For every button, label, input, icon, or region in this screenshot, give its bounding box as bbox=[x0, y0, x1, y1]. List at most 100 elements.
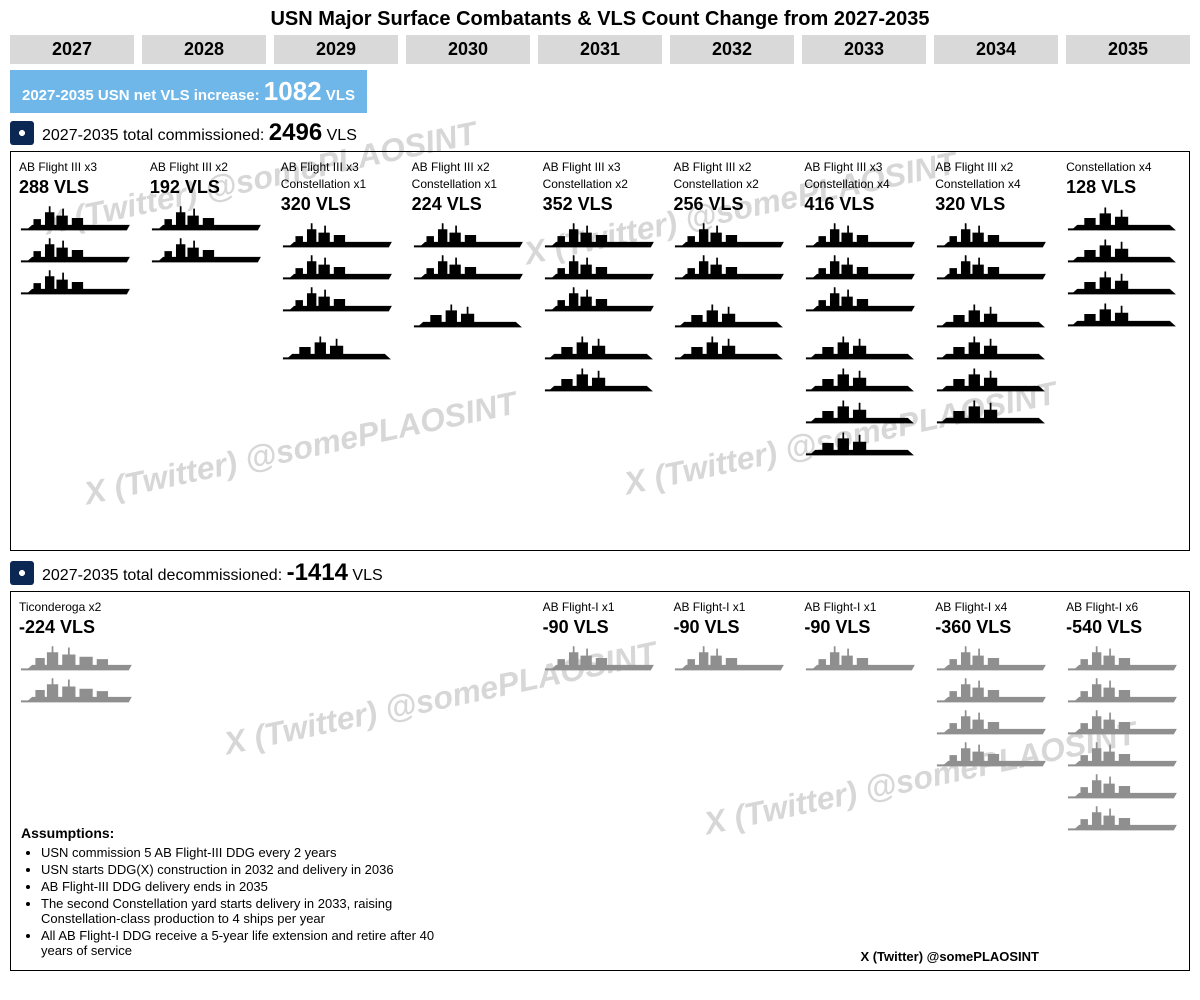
vls-count: -90 VLS bbox=[543, 617, 662, 638]
vls-count: -224 VLS bbox=[19, 617, 138, 638]
decommissioned-column: AB Flight-I x6 -540 VLS bbox=[1058, 592, 1189, 970]
usn-logo-icon bbox=[10, 561, 34, 585]
frigate-icon bbox=[673, 333, 788, 363]
credit-line: X (Twitter) @somePLAOSINT bbox=[860, 949, 1039, 964]
commissioned-column: AB Flight III x2192 VLS bbox=[142, 152, 273, 550]
page-title: USN Major Surface Combatants & VLS Count… bbox=[0, 0, 1200, 35]
destroyer-icon bbox=[804, 285, 919, 315]
assumptions-block: Assumptions: USN commission 5 AB Flight-… bbox=[21, 825, 451, 960]
commissioned-column: AB Flight III x3288 VLS bbox=[11, 152, 142, 550]
destroyer-icon bbox=[150, 204, 265, 234]
decommissioned-column: AB Flight-I x1 -90 VLS bbox=[665, 592, 796, 970]
assumption-item: USN starts DDG(X) construction in 2032 a… bbox=[41, 862, 451, 877]
destroyer-icon bbox=[543, 221, 658, 251]
assumption-item: AB Flight-III DDG delivery ends in 2035 bbox=[41, 879, 451, 894]
destroyer-icon bbox=[804, 253, 919, 283]
usn-logo-icon bbox=[10, 121, 34, 145]
year-cell: 2033 bbox=[802, 35, 926, 64]
year-cell: 2028 bbox=[142, 35, 266, 64]
commissioned-column: AB Flight III x2Constellation x1224 VLS bbox=[404, 152, 535, 550]
ship-class-label: AB Flight III x2 bbox=[673, 160, 792, 175]
destroyer-icon bbox=[673, 253, 788, 283]
decomm-value: -1414 bbox=[287, 559, 348, 586]
destroyer-icon bbox=[804, 644, 919, 674]
vls-count: -90 VLS bbox=[804, 617, 923, 638]
destroyer-icon bbox=[804, 221, 919, 251]
ship-class-label: AB Flight III x3 bbox=[804, 160, 923, 175]
destroyer-icon bbox=[1066, 772, 1181, 802]
frigate-icon bbox=[543, 333, 658, 363]
decommissioned-header: 2027-2035 total decommissioned: -1414 VL… bbox=[10, 559, 1190, 587]
destroyer-icon bbox=[19, 236, 134, 266]
commissioned-column: Constellation x4128 VLS bbox=[1058, 152, 1189, 550]
destroyer-icon bbox=[543, 644, 658, 674]
ship-class-label: AB Flight III x2 bbox=[412, 160, 531, 175]
vls-count: 256 VLS bbox=[673, 194, 792, 215]
frigate-icon bbox=[412, 301, 527, 331]
vls-count: -90 VLS bbox=[673, 617, 792, 638]
comm-suffix: VLS bbox=[322, 127, 357, 144]
assumptions-header: Assumptions: bbox=[21, 825, 451, 841]
commissioned-column: AB Flight III x3Constellation x2352 VLS bbox=[535, 152, 666, 550]
vls-count: 320 VLS bbox=[935, 194, 1054, 215]
frigate-icon bbox=[935, 301, 1050, 331]
vls-count: 288 VLS bbox=[19, 177, 138, 198]
decomm-prefix: 2027-2035 total decommissioned: bbox=[42, 567, 287, 584]
vls-count: 224 VLS bbox=[412, 194, 531, 215]
net-prefix: 2027-2035 USN net VLS increase: bbox=[22, 87, 264, 104]
ship-class-label: AB Flight-I x1 bbox=[673, 600, 792, 615]
year-cell: 2035 bbox=[1066, 35, 1190, 64]
destroyer-icon bbox=[1066, 644, 1181, 674]
destroyer-icon bbox=[281, 253, 396, 283]
destroyer-icon bbox=[935, 253, 1050, 283]
frigate-icon bbox=[935, 397, 1050, 427]
year-strip: 202720282029203020312032203320342035 bbox=[0, 35, 1200, 64]
ship-class-label: Constellation x4 bbox=[935, 177, 1054, 192]
commissioned-column: AB Flight III x3Constellation x4416 VLS bbox=[796, 152, 927, 550]
destroyer-icon bbox=[935, 644, 1050, 674]
assumption-item: USN commission 5 AB Flight-III DDG every… bbox=[41, 845, 451, 860]
destroyer-icon bbox=[19, 268, 134, 298]
frigate-icon bbox=[804, 397, 919, 427]
year-cell: 2027 bbox=[10, 35, 134, 64]
vls-count: 192 VLS bbox=[150, 177, 269, 198]
year-cell: 2031 bbox=[538, 35, 662, 64]
vls-count: 320 VLS bbox=[281, 194, 400, 215]
destroyer-icon bbox=[412, 221, 527, 251]
destroyer-icon bbox=[673, 221, 788, 251]
destroyer-icon bbox=[412, 253, 527, 283]
commissioned-column: AB Flight III x2Constellation x4320 VLS bbox=[927, 152, 1058, 550]
decommissioned-column: AB Flight-I x4-360 VLS bbox=[927, 592, 1058, 970]
frigate-icon bbox=[804, 333, 919, 363]
destroyer-icon bbox=[1066, 708, 1181, 738]
comm-value: 2496 bbox=[269, 119, 322, 146]
year-cell: 2030 bbox=[406, 35, 530, 64]
decommissioned-column: AB Flight-I x1 -90 VLS bbox=[535, 592, 666, 970]
net-increase-banner: 2027-2035 USN net VLS increase: 1082 VLS bbox=[10, 70, 367, 113]
destroyer-icon bbox=[19, 204, 134, 234]
vls-count: -540 VLS bbox=[1066, 617, 1185, 638]
frigate-icon bbox=[1066, 300, 1181, 330]
frigate-icon bbox=[804, 429, 919, 459]
frigate-icon bbox=[1066, 236, 1181, 266]
commissioned-column: AB Flight III x3Constellation x1320 VLS bbox=[273, 152, 404, 550]
net-suffix: VLS bbox=[322, 87, 355, 104]
destroyer-icon bbox=[1066, 676, 1181, 706]
decomm-suffix: VLS bbox=[348, 567, 383, 584]
ship-class-label: AB Flight-I x1 bbox=[804, 600, 923, 615]
destroyer-icon bbox=[150, 236, 265, 266]
frigate-icon bbox=[281, 333, 396, 363]
frigate-icon bbox=[804, 365, 919, 395]
ship-class-label: AB Flight III x3 bbox=[281, 160, 400, 175]
frigate-icon bbox=[1066, 204, 1181, 234]
ship-class-label: AB Flight-I x1 bbox=[543, 600, 662, 615]
ship-class-label: AB Flight III x3 bbox=[543, 160, 662, 175]
destroyer-icon bbox=[935, 221, 1050, 251]
vls-count: 128 VLS bbox=[1066, 177, 1185, 198]
destroyer-icon bbox=[935, 676, 1050, 706]
ship-class-label: AB Flight-I x6 bbox=[1066, 600, 1185, 615]
ship-class-label: Constellation x2 bbox=[673, 177, 792, 192]
cruiser-icon bbox=[19, 644, 134, 674]
destroyer-icon bbox=[673, 644, 788, 674]
vls-count: 352 VLS bbox=[543, 194, 662, 215]
